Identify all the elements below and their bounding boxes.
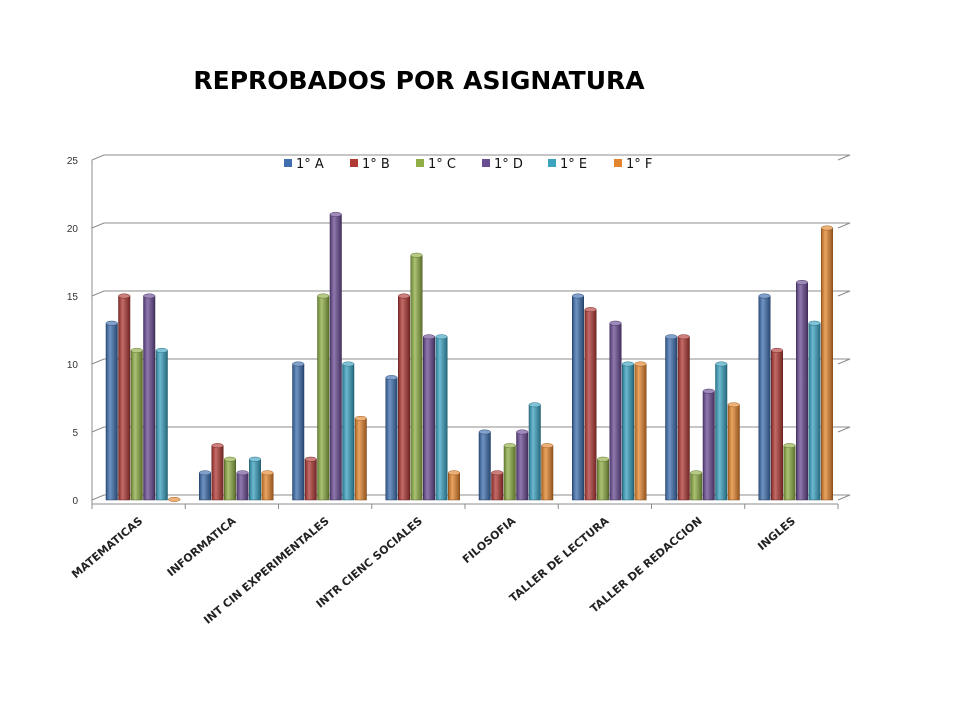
bar	[572, 293, 584, 501]
legend-label: 1° D	[494, 157, 523, 172]
bar	[796, 279, 808, 501]
bar	[783, 443, 796, 501]
legend-swatch	[284, 159, 292, 167]
bar	[727, 402, 740, 501]
bar	[105, 320, 118, 501]
bar	[677, 334, 690, 501]
gridline	[91, 494, 851, 501]
legend: 1° A 1° B 1° C 1° D 1° E 1° F	[284, 157, 652, 172]
bar	[541, 443, 554, 501]
x-category-label: INGLES	[755, 514, 798, 553]
legend-item: 1° F	[614, 157, 652, 172]
bar	[622, 361, 634, 501]
bar	[771, 347, 783, 501]
bar	[155, 347, 168, 501]
legend-item: 1° C	[416, 157, 456, 172]
bar	[702, 388, 715, 501]
gridline	[91, 154, 851, 161]
bar	[448, 470, 460, 501]
bar	[584, 307, 597, 501]
bar	[249, 456, 261, 501]
bar	[342, 361, 355, 501]
bar	[261, 470, 274, 501]
bar	[665, 334, 678, 501]
bar	[224, 456, 236, 501]
bar	[211, 443, 224, 501]
bar	[317, 293, 330, 501]
bar	[609, 320, 622, 501]
legend-swatch	[614, 159, 622, 167]
legend-label: 1° B	[362, 157, 390, 172]
bar	[130, 347, 143, 501]
bar	[385, 375, 398, 501]
legend-swatch	[350, 159, 358, 167]
bar	[236, 470, 249, 501]
bar	[516, 429, 529, 501]
gridline	[91, 426, 851, 433]
y-tick-label: 0	[72, 496, 78, 507]
bar	[478, 429, 491, 501]
y-tick-label: 10	[67, 360, 79, 371]
legend-label: 1° C	[428, 157, 456, 172]
legend-swatch	[548, 159, 556, 167]
x-category-label: TALLER DE LECTURA	[507, 514, 612, 605]
bar	[423, 334, 435, 501]
y-tick-label: 15	[67, 292, 79, 303]
y-tick-label: 25	[67, 156, 79, 167]
bar	[491, 470, 504, 501]
x-category-label: INFORMATICA	[165, 514, 239, 579]
y-tick-label: 20	[67, 224, 79, 235]
gridline	[91, 358, 851, 365]
bar	[503, 443, 516, 501]
chart-title: REPROBADOS POR ASIGNATURA	[193, 66, 645, 95]
bar	[528, 402, 541, 501]
bar	[690, 470, 703, 501]
legend-item: 1° A	[284, 157, 324, 172]
bar	[634, 361, 647, 501]
bar	[597, 456, 609, 501]
bar	[808, 320, 821, 501]
y-tick-label: 5	[72, 428, 78, 439]
legend-swatch	[416, 159, 424, 167]
bar	[199, 470, 211, 501]
bar	[304, 456, 317, 501]
x-category-label: INTR CIENC SOCIALES	[314, 514, 425, 610]
bar	[354, 415, 367, 501]
legend-item: 1° B	[350, 157, 390, 172]
bar	[715, 361, 728, 501]
bar	[435, 334, 448, 501]
legend-label: 1° E	[560, 157, 587, 172]
legend-item: 1° E	[548, 157, 587, 172]
bar	[398, 293, 410, 501]
gridline	[91, 222, 851, 229]
bar	[168, 496, 181, 502]
x-category-label: FILOSOFIA	[460, 514, 518, 566]
bar	[329, 211, 342, 501]
gridline	[91, 290, 851, 297]
legend-item: 1° D	[482, 157, 523, 172]
bar	[410, 252, 423, 501]
bar	[118, 293, 131, 501]
bar	[758, 293, 771, 501]
bar	[143, 293, 156, 501]
legend-swatch	[482, 159, 490, 167]
bar	[821, 225, 833, 501]
legend-label: 1° F	[626, 157, 652, 172]
legend-label: 1° A	[296, 157, 324, 172]
x-category-label: MATEMATICAS	[69, 514, 145, 581]
bar	[292, 361, 305, 501]
